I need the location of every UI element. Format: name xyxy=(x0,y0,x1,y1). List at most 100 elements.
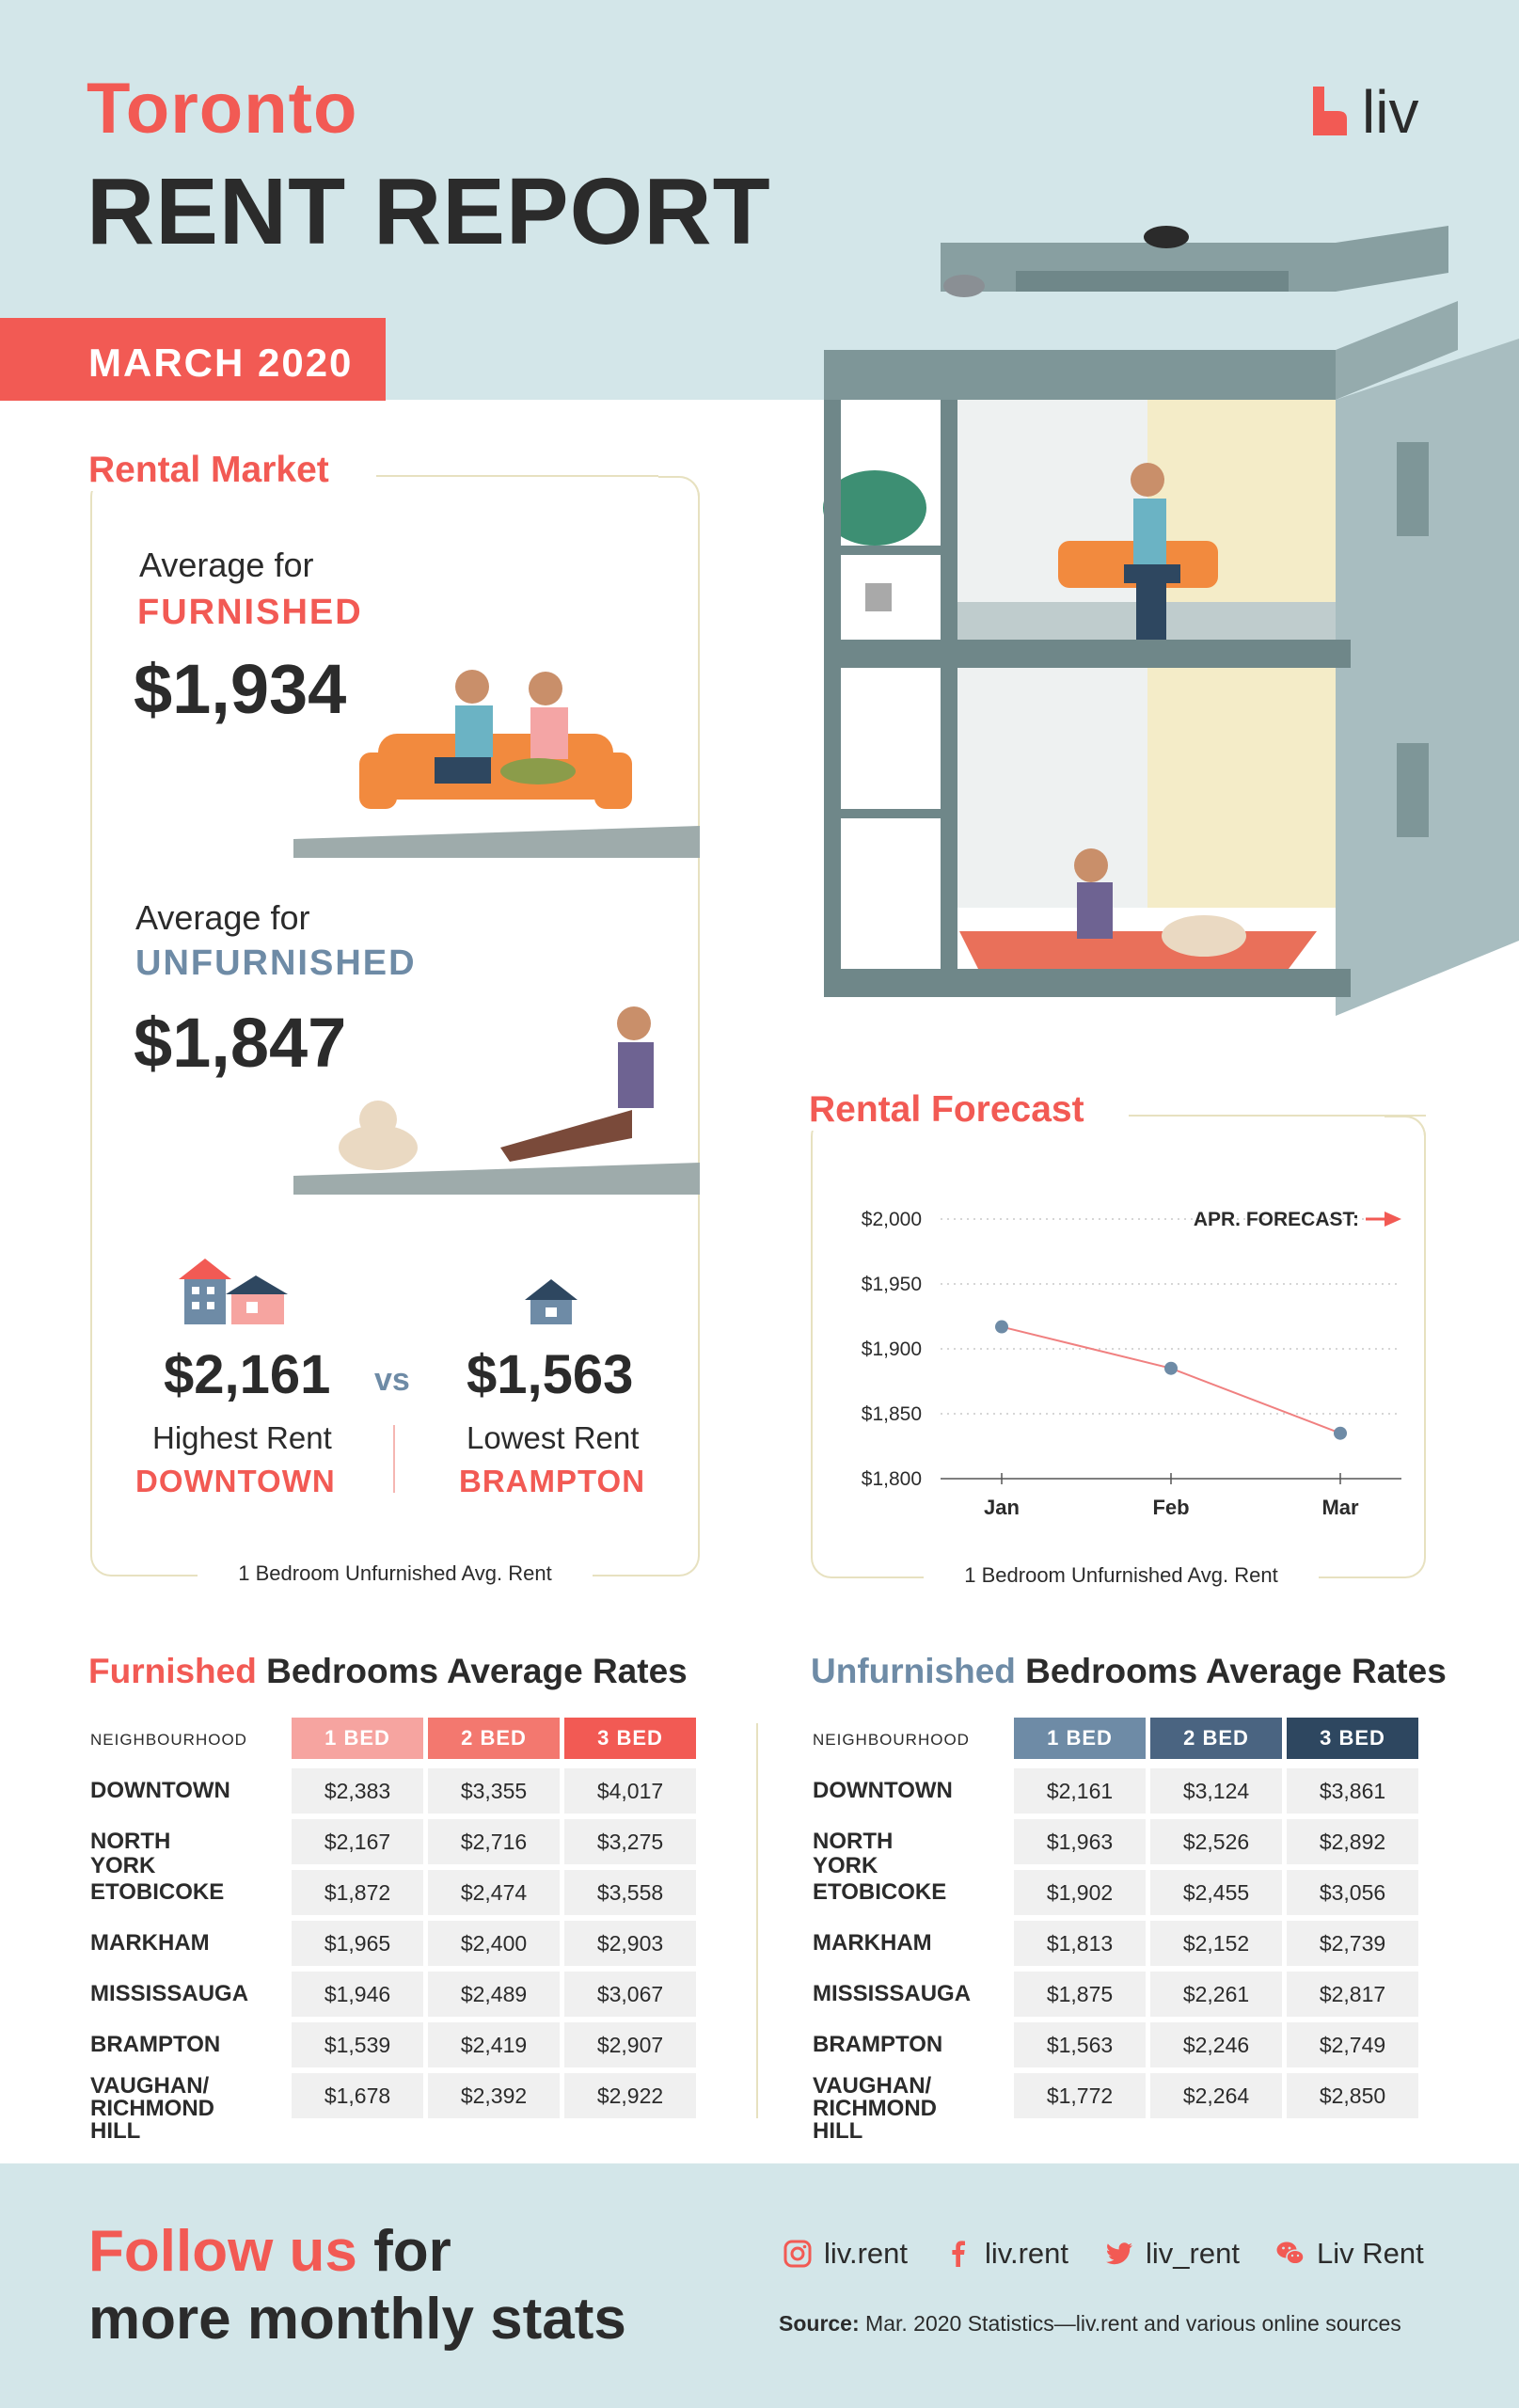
twitter-icon xyxy=(1106,2242,1133,2265)
furnished-cell: $2,922 xyxy=(564,2073,696,2118)
furnished-kind-label: FURNISHED xyxy=(137,593,363,632)
furnished-cell: $1,965 xyxy=(292,1921,423,1966)
furnished-cell: $2,907 xyxy=(564,2022,696,2067)
furnished-neighbourhood-header: NEIGHBOURHOOD xyxy=(90,1731,247,1749)
highest-rent-label: Highest Rent xyxy=(152,1420,332,1455)
wechat-label: Liv Rent xyxy=(1316,2237,1424,2270)
social-link-twitter[interactable]: liv_rent xyxy=(1104,2237,1240,2271)
unfurnished-header-3-bed: 3 BED xyxy=(1287,1718,1418,1759)
rental-forecast-title: Rental Forecast xyxy=(809,1089,1103,1131)
unfurnished-row-name: MISSISSAUGA xyxy=(813,1981,972,2006)
furnished-cell: $3,067 xyxy=(564,1972,696,2017)
lowest-rent-area: BRAMPTON xyxy=(459,1464,646,1498)
furnished-title-highlight: Furnished xyxy=(88,1652,257,1690)
chart-x-tick-label: Mar xyxy=(1321,1496,1359,1519)
unfurnished-row-name: ETOBICOKE xyxy=(813,1879,947,1905)
brand-name: liv xyxy=(1362,78,1419,146)
unfurnished-kind-label: UNFURNISHED xyxy=(135,943,417,983)
unfurnished-cell: $2,264 xyxy=(1150,2073,1282,2118)
unfurnished-cell: $1,875 xyxy=(1014,1972,1146,2017)
city-title: Toronto xyxy=(87,69,358,149)
instagram-label: liv.rent xyxy=(824,2237,909,2270)
rental-forecast-card-corner xyxy=(1385,1116,1426,1153)
follow-us-heading: Follow us for xyxy=(88,2218,451,2285)
unfurnished-cell: $1,902 xyxy=(1014,1870,1146,1915)
furnished-cell: $2,419 xyxy=(428,2022,560,2067)
furnished-row-name: NORTH YORK xyxy=(90,1829,171,1878)
furnished-table-title: Furnished Bedrooms Average Rates xyxy=(88,1652,688,1691)
chart-x-tick-label: Feb xyxy=(1152,1496,1189,1519)
unfurnished-cell: $1,772 xyxy=(1014,2073,1146,2118)
furnished-cell: $1,539 xyxy=(292,2022,423,2067)
unfurnished-average-label: Average for xyxy=(135,898,310,937)
lowest-rent-price: $1,563 xyxy=(467,1344,634,1405)
chart-y-tick-label: $1,850 xyxy=(862,1403,922,1425)
instagram-icon xyxy=(783,2240,812,2268)
furnished-cell: $2,383 xyxy=(292,1768,423,1814)
furnished-row-name: DOWNTOWN xyxy=(90,1778,230,1803)
footer-background xyxy=(0,2163,1519,2408)
unfurnished-title-rest: Bedrooms Average Rates xyxy=(1015,1652,1447,1690)
chart-data-point xyxy=(995,1320,1008,1334)
furnished-cell: $2,489 xyxy=(428,1972,560,2017)
unfurnished-cell: $3,056 xyxy=(1287,1870,1418,1915)
furnished-row-name: MARKHAM xyxy=(90,1930,210,1956)
unfurnished-cell: $2,892 xyxy=(1287,1819,1418,1864)
unfurnished-cell: $1,813 xyxy=(1014,1921,1146,1966)
unfurnished-cell: $2,261 xyxy=(1150,1972,1282,2017)
unfurnished-cell: $3,861 xyxy=(1287,1768,1418,1814)
furnished-cell: $2,716 xyxy=(428,1819,560,1864)
forecast-title-rule xyxy=(1129,1115,1426,1117)
month-banner xyxy=(0,318,386,401)
furnished-cell: $3,355 xyxy=(428,1768,560,1814)
social-link-instagram[interactable]: liv.rent xyxy=(783,2237,908,2271)
apartment-building-illustration xyxy=(823,226,1519,1016)
small-house-icon xyxy=(525,1279,578,1324)
unfurnished-average-price: $1,847 xyxy=(134,1004,347,1082)
furnished-header-2-bed: 2 BED xyxy=(428,1718,560,1759)
unfurnished-row-name: MARKHAM xyxy=(813,1930,932,1956)
furnished-row-name: VAUGHAN/ RICHMOND HILL xyxy=(90,2073,214,2144)
unfurnished-cell: $2,152 xyxy=(1150,1921,1282,1966)
furnished-average-label: Average for xyxy=(139,546,314,584)
unfurnished-row-name: BRAMPTON xyxy=(813,2032,943,2057)
unfurnished-cell: $2,526 xyxy=(1150,1819,1282,1864)
liv-logo-icon xyxy=(1313,87,1347,135)
market-title-rule xyxy=(376,475,658,477)
wechat-icon xyxy=(1276,2242,1305,2265)
chart-y-tick-label: $1,900 xyxy=(862,1339,922,1360)
furnished-header-1-bed: 1 BED xyxy=(292,1718,423,1759)
chart-data-point xyxy=(1334,1426,1347,1440)
facebook-icon xyxy=(952,2241,966,2267)
furnished-cell: $4,017 xyxy=(564,1768,696,1814)
chart-forecast-annotation: APR. FORECAST: xyxy=(1194,1209,1359,1230)
unfurnished-cell: $1,963 xyxy=(1014,1819,1146,1864)
rental-market-title: Rental Market xyxy=(88,450,348,491)
furnished-title-rest: Bedrooms Average Rates xyxy=(256,1652,688,1690)
report-title: RENT REPORT xyxy=(87,159,771,264)
social-link-wechat[interactable]: Liv Rent xyxy=(1275,2237,1424,2271)
furnished-cell: $2,474 xyxy=(428,1870,560,1915)
unfurnished-cell: $2,455 xyxy=(1150,1870,1282,1915)
unfurnished-title-highlight: Unfurnished xyxy=(811,1652,1016,1690)
unfurnished-neighbourhood-header: NEIGHBOURHOOD xyxy=(813,1731,970,1749)
versus-label: vs xyxy=(374,1362,410,1398)
source-note: Source: Mar. 2020 Statistics—liv.rent an… xyxy=(779,2311,1401,2337)
social-link-facebook[interactable]: liv.rent xyxy=(943,2237,1068,2271)
highest-rent-area: DOWNTOWN xyxy=(135,1464,336,1498)
follow-us-highlight: Follow us xyxy=(88,2219,357,2284)
chart-series-line xyxy=(1001,1325,1341,1434)
furnished-cell: $3,275 xyxy=(564,1819,696,1864)
brand-logo[interactable]: liv xyxy=(1311,77,1418,147)
unfurnished-cell: $1,563 xyxy=(1014,2022,1146,2067)
rental-forecast-caption: 1 Bedroom Unfurnished Avg. Rent xyxy=(924,1563,1319,1588)
furnished-row-name: BRAMPTON xyxy=(90,2032,221,2057)
furnished-cell: $2,167 xyxy=(292,1819,423,1864)
couple-on-couch-illustration xyxy=(293,670,700,858)
follow-us-subheading: more monthly stats xyxy=(88,2287,626,2352)
unfurnished-cell: $2,246 xyxy=(1150,2022,1282,2067)
furnished-cell: $2,392 xyxy=(428,2073,560,2118)
chart-forecast-arrow-head xyxy=(1385,1212,1401,1227)
unfurnished-cell: $2,749 xyxy=(1287,2022,1418,2067)
rental-forecast-chart: $1,800 $1,850 $1,900 $1,950 $2,000 APR. FOREC… xyxy=(862,1209,1401,1519)
